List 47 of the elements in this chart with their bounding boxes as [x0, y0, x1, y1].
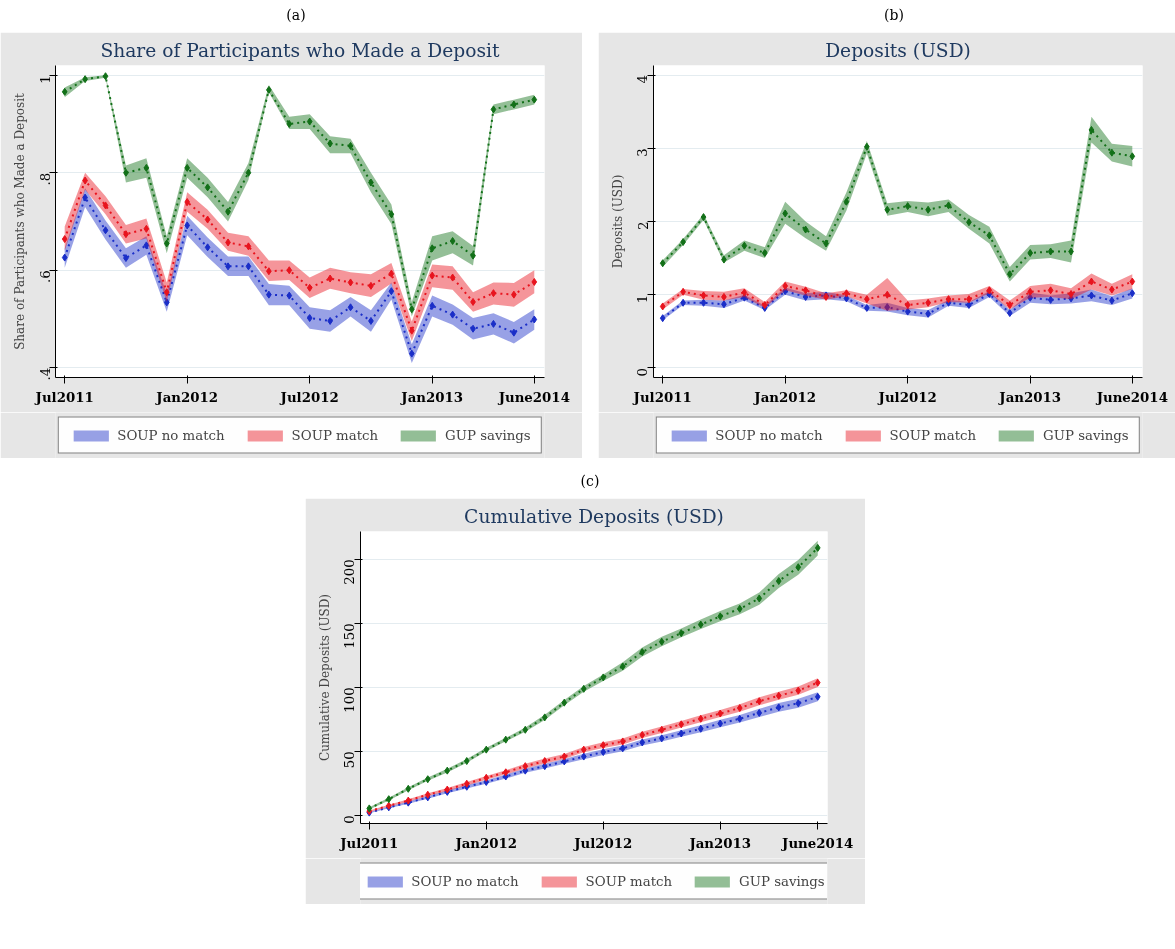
x-tick-label: Jul2012 — [279, 388, 339, 405]
chart-title: Cumulative Deposits (USD) — [464, 505, 724, 527]
legend-label: SOUP no match — [715, 427, 823, 443]
y-tick-label: 4 — [635, 75, 651, 84]
x-tick-label: June2014 — [1095, 388, 1168, 405]
legend-label: SOUP match — [585, 873, 673, 889]
x-tick-label: Jan2013 — [688, 834, 752, 851]
x-tick-label: Jan2013 — [998, 388, 1062, 405]
x-tick-label: June2014 — [781, 834, 854, 851]
legend-label: SOUP no match — [117, 427, 225, 443]
y-axis-title: Deposits (USD) — [610, 174, 625, 269]
legend-label: GUP savings — [1043, 427, 1129, 443]
y-tick-label: 3 — [635, 148, 651, 157]
x-tick-label: Jul2011 — [34, 388, 94, 405]
x-tick-label: Jan2012 — [155, 388, 219, 405]
x-tick-label: Jan2013 — [400, 388, 464, 405]
x-tick-label: Jul2012 — [877, 388, 937, 405]
legend-label: SOUP match — [291, 427, 379, 443]
text: (b) — [884, 6, 904, 25]
x-tick-label: Jul2012 — [573, 834, 633, 851]
x-tick-label: June2014 — [497, 388, 570, 405]
y-axis-title: Share of Participants who Made a Deposit — [12, 92, 27, 350]
chart-title: Share of Participants who Made a Deposit — [100, 39, 501, 61]
y-tick-label: 0 — [635, 367, 651, 377]
x-tick-label: Jul2011 — [632, 388, 692, 405]
y-tick-label: 0 — [342, 815, 358, 824]
x-tick-label: Jan2012 — [753, 388, 817, 405]
y-axis-title: Cumulative Deposits (USD) — [317, 593, 332, 762]
y-tick-label: .6 — [37, 270, 53, 283]
text: (c) — [580, 472, 600, 491]
y-tick-label: .8 — [37, 172, 53, 186]
y-tick-label: .4 — [37, 367, 53, 381]
legend-label: GUP savings — [445, 427, 531, 443]
chart-title: Deposits (USD) — [825, 39, 971, 61]
x-tick-label: Jan2012 — [454, 834, 518, 851]
legend-label: GUP savings — [739, 873, 825, 889]
y-tick-label: 150 — [342, 623, 358, 649]
y-tick-label: 200 — [342, 559, 358, 585]
legend-label: SOUP no match — [411, 873, 519, 889]
y-tick-label: 2 — [635, 221, 651, 230]
y-tick-label: 50 — [342, 751, 358, 769]
x-tick-label: Jul2011 — [339, 834, 399, 851]
legend-label: SOUP match — [889, 427, 977, 443]
y-tick-label: 100 — [342, 687, 358, 713]
y-tick-label: 1 — [37, 75, 53, 84]
y-tick-label: 1 — [635, 294, 651, 304]
text: (a) — [286, 6, 306, 25]
